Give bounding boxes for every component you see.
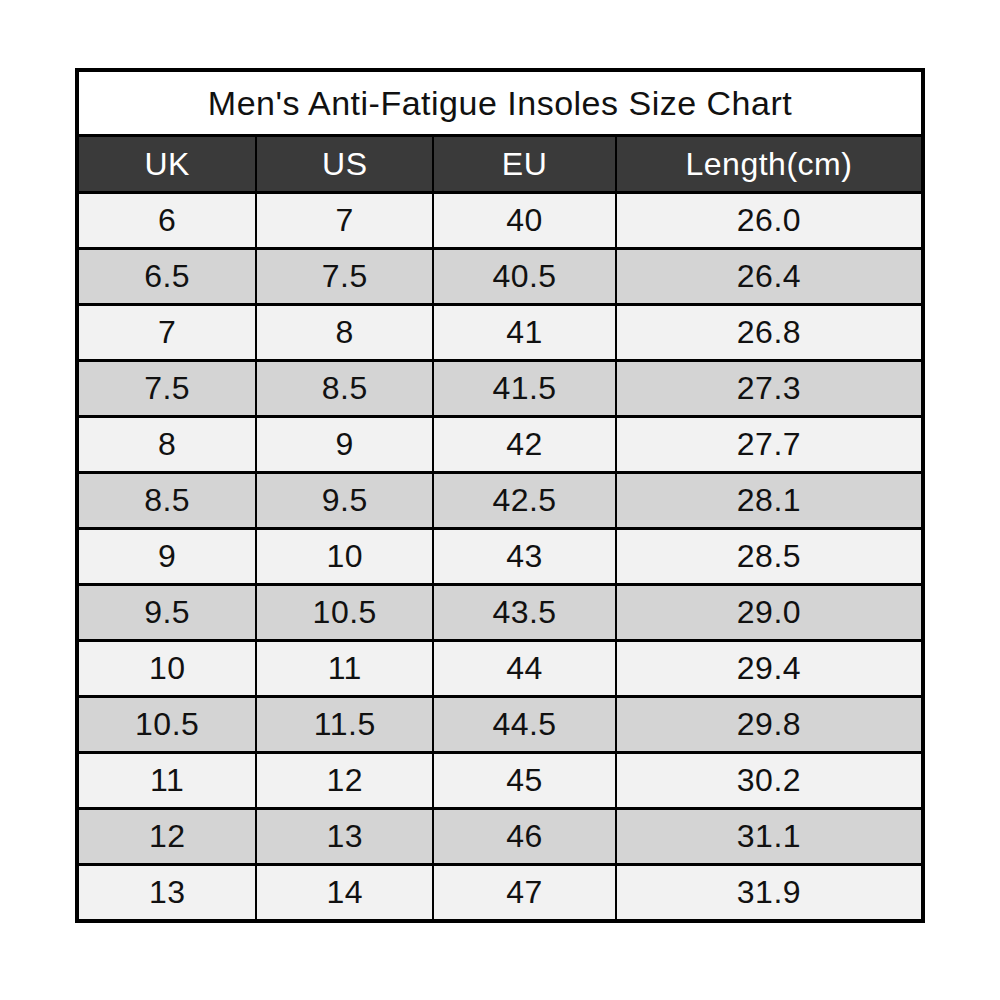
table-cell: 27.7 (616, 417, 923, 473)
table-cell: 9 (256, 417, 433, 473)
table-cell: 7 (77, 305, 256, 361)
size-chart-container: Men's Anti-Fatigue Insoles Size Chart UK… (75, 68, 925, 923)
table-cell: 45 (433, 753, 616, 809)
column-header-eu: EU (433, 136, 616, 193)
table-cell: 27.3 (616, 361, 923, 417)
column-header-length: Length(cm) (616, 136, 923, 193)
table-cell: 9.5 (256, 473, 433, 529)
table-row: 674026.0 (77, 193, 923, 249)
table-cell: 42 (433, 417, 616, 473)
table-row: 10.511.544.529.8 (77, 697, 923, 753)
table-cell: 11 (77, 753, 256, 809)
table-cell: 30.2 (616, 753, 923, 809)
table-row: 10114429.4 (77, 641, 923, 697)
table-cell: 46 (433, 809, 616, 865)
table-cell: 47 (433, 865, 616, 922)
title-row: Men's Anti-Fatigue Insoles Size Chart (77, 70, 923, 136)
table-cell: 42.5 (433, 473, 616, 529)
table-row: 9104328.5 (77, 529, 923, 585)
table-cell: 10 (77, 641, 256, 697)
table-row: 894227.7 (77, 417, 923, 473)
table-cell: 40.5 (433, 249, 616, 305)
table-cell: 29.0 (616, 585, 923, 641)
table-cell: 29.8 (616, 697, 923, 753)
table-row: 784126.8 (77, 305, 923, 361)
table-row: 11124530.2 (77, 753, 923, 809)
table-cell: 29.4 (616, 641, 923, 697)
table-cell: 28.5 (616, 529, 923, 585)
table-cell: 26.8 (616, 305, 923, 361)
table-cell: 41 (433, 305, 616, 361)
table-row: 7.58.541.527.3 (77, 361, 923, 417)
header-row: UK US EU Length(cm) (77, 136, 923, 193)
table-row: 12134631.1 (77, 809, 923, 865)
table-cell: 43.5 (433, 585, 616, 641)
table-cell: 6 (77, 193, 256, 249)
column-header-uk: UK (77, 136, 256, 193)
table-cell: 43 (433, 529, 616, 585)
table-cell: 26.4 (616, 249, 923, 305)
table-cell: 10 (256, 529, 433, 585)
table-cell: 8 (256, 305, 433, 361)
table-cell: 12 (77, 809, 256, 865)
table-cell: 8.5 (256, 361, 433, 417)
chart-title: Men's Anti-Fatigue Insoles Size Chart (77, 70, 923, 136)
table-cell: 31.1 (616, 809, 923, 865)
table-cell: 7.5 (77, 361, 256, 417)
size-chart-body: 674026.06.57.540.526.4784126.87.58.541.5… (77, 193, 923, 922)
table-cell: 13 (77, 865, 256, 922)
table-row: 6.57.540.526.4 (77, 249, 923, 305)
table-cell: 44 (433, 641, 616, 697)
table-cell: 31.9 (616, 865, 923, 922)
table-cell: 14 (256, 865, 433, 922)
table-cell: 10.5 (77, 697, 256, 753)
table-cell: 8.5 (77, 473, 256, 529)
size-chart-table: Men's Anti-Fatigue Insoles Size Chart UK… (75, 68, 925, 923)
table-cell: 8 (77, 417, 256, 473)
table-cell: 11.5 (256, 697, 433, 753)
table-row: 13144731.9 (77, 865, 923, 922)
table-cell: 41.5 (433, 361, 616, 417)
table-cell: 10.5 (256, 585, 433, 641)
table-cell: 7.5 (256, 249, 433, 305)
table-cell: 13 (256, 809, 433, 865)
table-cell: 9.5 (77, 585, 256, 641)
table-cell: 9 (77, 529, 256, 585)
table-cell: 28.1 (616, 473, 923, 529)
table-cell: 44.5 (433, 697, 616, 753)
table-cell: 6.5 (77, 249, 256, 305)
table-row: 9.510.543.529.0 (77, 585, 923, 641)
table-cell: 11 (256, 641, 433, 697)
table-cell: 7 (256, 193, 433, 249)
column-header-us: US (256, 136, 433, 193)
table-cell: 40 (433, 193, 616, 249)
table-cell: 12 (256, 753, 433, 809)
table-cell: 26.0 (616, 193, 923, 249)
table-row: 8.59.542.528.1 (77, 473, 923, 529)
